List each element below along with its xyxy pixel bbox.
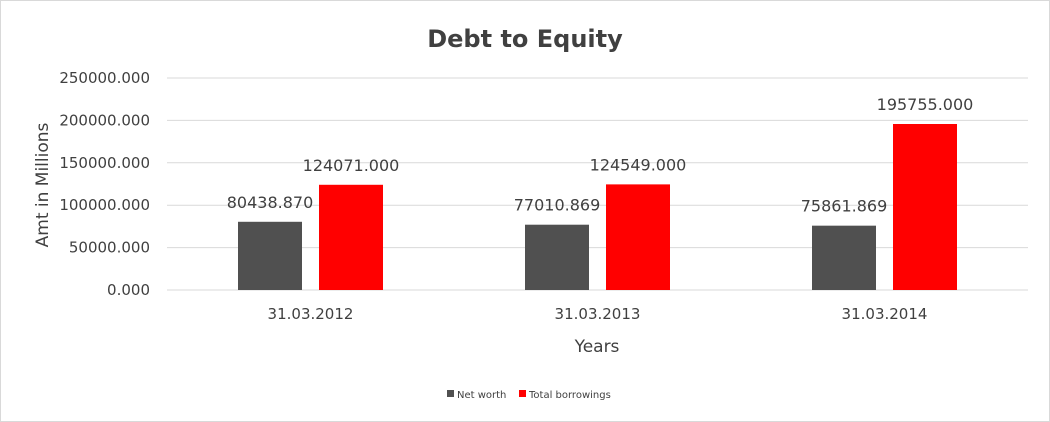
x-axis-ticks: 31.03.2012 31.03.2013 31.03.2014 (268, 305, 928, 323)
y-tick-label: 50000.000 (69, 239, 150, 257)
y-tick-label: 150000.000 (59, 154, 150, 172)
bars (238, 123, 957, 291)
y-axis-title: Amt in Millions (33, 122, 53, 247)
legend-swatch (447, 390, 454, 397)
bar-total-borrowings (319, 184, 383, 290)
y-tick-label: 200000.000 (59, 111, 150, 129)
data-label-total-borrowings: 124549.000 (590, 155, 687, 174)
y-tick-label: 0.000 (107, 281, 150, 299)
data-label-net-worth: 77010.869 (514, 196, 601, 215)
bar-net-worth (525, 224, 589, 290)
y-tick-label: 250000.000 (59, 69, 150, 87)
bar-net-worth (812, 225, 876, 290)
data-label-total-borrowings: 124071.000 (303, 156, 400, 175)
legend-label: Net worth (457, 390, 506, 401)
y-tick-label: 100000.000 (59, 196, 150, 214)
legend-label: Total borrowings (528, 390, 611, 401)
data-label-net-worth: 75861.869 (801, 197, 888, 216)
y-axis-ticks: 0.000 50000.000 100000.000 150000.000 200000… (59, 69, 150, 299)
x-tick-label: 31.03.2013 (555, 305, 641, 323)
data-label-total-borrowings: 195755.000 (877, 95, 974, 114)
legend: Net worth Total borrowings (447, 390, 611, 401)
legend-swatch (519, 390, 526, 397)
x-tick-label: 31.03.2012 (268, 305, 354, 323)
x-tick-label: 31.03.2014 (842, 305, 928, 323)
data-labels: 80438.870 124071.000 77010.869 124549.000 75… (227, 95, 974, 216)
chart-title: Debt to Equity (427, 25, 623, 53)
gridlines (167, 77, 1028, 291)
bar-total-borrowings (893, 123, 957, 291)
bar-net-worth (238, 221, 302, 290)
bar-total-borrowings (606, 184, 670, 290)
x-axis-title: Years (574, 337, 620, 357)
data-label-net-worth: 80438.870 (227, 193, 314, 212)
